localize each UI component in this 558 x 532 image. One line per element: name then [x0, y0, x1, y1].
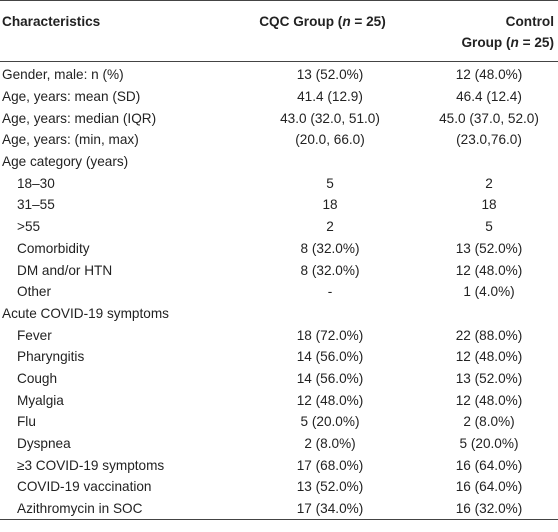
table-row: DM and/or HTN 8 (32.0%) 12 (48.0%) — [0, 259, 558, 281]
row-label: Age, years: (min, max) — [2, 132, 139, 148]
header-control-line1: Control — [505, 14, 554, 29]
control-value: 13 (52.0%) — [455, 370, 523, 386]
header-control-group: Control Group (n = 25) — [406, 0, 558, 62]
control-value — [406, 151, 558, 173]
table-row: Age, years: (min, max) (20.0, 66.0) (23.… — [0, 129, 558, 151]
header-cqc-group: CQC Group (n = 25) — [210, 0, 406, 62]
header-cqc-n: n — [342, 14, 351, 29]
row-label: 31–55 — [17, 197, 55, 213]
cqc-value: 2 — [326, 219, 334, 235]
row-label: Other — [17, 284, 51, 300]
row-label: Flu — [17, 414, 36, 430]
cqc-value: - — [327, 284, 333, 300]
control-value: 12 (48.0%) — [455, 349, 523, 365]
table-row: Dyspnea 2 (8.0%) 5 (20.0%) — [0, 433, 558, 455]
row-label: Age, years: median (IQR) — [2, 110, 157, 126]
control-value: 16 (32.0%) — [406, 497, 558, 521]
row-label: DM and/or HTN — [17, 262, 113, 278]
row-label: Comorbidity — [17, 240, 90, 256]
control-value: 12 (48.0%) — [455, 392, 523, 408]
row-label: Pharyngitis — [17, 349, 85, 365]
table-row: >55 2 5 — [0, 216, 558, 238]
control-value: 1 (4.0%) — [463, 284, 515, 300]
header-control-n: n — [510, 35, 519, 50]
control-value: 46.4 (12.4) — [456, 89, 522, 105]
table-row: Fever 18 (72.0%) 22 (88.0%) — [0, 324, 558, 346]
control-value: 45.0 (37.0, 52.0) — [439, 110, 539, 126]
table-row: Cough 14 (56.0%) 13 (52.0%) — [0, 368, 558, 390]
table-row: Acute COVID-19 symptoms — [0, 303, 558, 325]
row-label: Cough — [17, 370, 58, 386]
row-label: Fever — [17, 327, 52, 343]
characteristics-table: Characteristics CQC Group (n = 25) Contr… — [0, 0, 558, 521]
header-characteristics: Characteristics — [0, 0, 210, 62]
header-cqc-suffix: = 25) — [350, 14, 386, 29]
row-label: Acute COVID-19 symptoms — [2, 305, 169, 321]
control-value: 16 (64.0%) — [455, 457, 523, 473]
control-value: 2 — [485, 175, 493, 191]
table-header: Characteristics CQC Group (n = 25) Contr… — [0, 0, 558, 62]
row-label: Myalgia — [17, 392, 64, 408]
header-control-suffix: = 25) — [518, 35, 554, 50]
control-value: 16 (64.0%) — [455, 479, 523, 495]
row-label: Dyspnea — [17, 436, 71, 452]
control-value: 22 (88.0%) — [455, 327, 523, 343]
cqc-value: 5 — [326, 175, 334, 191]
header-cqc-prefix: CQC Group ( — [259, 14, 343, 29]
control-value: 5 (20.0%) — [459, 436, 519, 452]
cqc-value: 43.0 (32.0, 51.0) — [280, 110, 380, 126]
row-label: 18–30 — [17, 175, 55, 191]
table-row: Comorbidity 8 (32.0%) 13 (52.0%) — [0, 238, 558, 260]
cqc-value: 13 (52.0%) — [296, 479, 364, 495]
cqc-value: 8 (32.0%) — [300, 262, 360, 278]
cqc-value: 12 (48.0%) — [296, 392, 364, 408]
row-label: ≥3 COVID-19 symptoms — [17, 457, 165, 473]
table-row: Age, years: median (IQR) 43.0 (32.0, 51.… — [0, 107, 558, 129]
row-label: Age, years: mean (SD) — [2, 89, 141, 105]
cqc-value: 18 — [322, 197, 338, 213]
cqc-value: 17 (34.0%) — [210, 497, 406, 521]
row-label: COVID-19 vaccination — [17, 479, 152, 495]
control-value — [406, 303, 558, 325]
control-value: 2 (8.0%) — [463, 414, 515, 430]
cqc-value: 2 (8.0%) — [304, 436, 356, 452]
table-row: ≥3 COVID-19 symptoms 17 (68.0%) 16 (64.0… — [0, 454, 558, 476]
row-label: Age category (years) — [2, 154, 129, 170]
table-row: Gender, male: n (%) 13 (52.0%) 12 (48.0%… — [0, 62, 558, 86]
table-row: Age, years: mean (SD) 41.4 (12.9) 46.4 (… — [0, 86, 558, 108]
header-row: Characteristics CQC Group (n = 25) Contr… — [0, 0, 558, 62]
cqc-value: (20.0, 66.0) — [295, 132, 365, 148]
cqc-value: 8 (32.0%) — [300, 240, 360, 256]
control-value: 12 (48.0%) — [455, 262, 523, 278]
row-label: Gender, male: n (%) — [2, 67, 124, 83]
row-label: Azithromycin in SOC — [0, 497, 210, 521]
table-row: Age category (years) — [0, 151, 558, 173]
row-label: >55 — [17, 219, 41, 235]
header-control-prefix: Group ( — [461, 35, 511, 50]
control-value: 18 — [481, 197, 497, 213]
table-body: Gender, male: n (%) 13 (52.0%) 12 (48.0%… — [0, 62, 558, 521]
control-value: 13 (52.0%) — [455, 240, 523, 256]
table-row: 18–30 5 2 — [0, 172, 558, 194]
table-row: Azithromycin in SOC 17 (34.0%) 16 (32.0%… — [0, 497, 558, 521]
cqc-value: 41.4 (12.9) — [297, 89, 363, 105]
table-row: 31–55 18 18 — [0, 194, 558, 216]
table-row: COVID-19 vaccination 13 (52.0%) 16 (64.0… — [0, 476, 558, 498]
cqc-value: 14 (56.0%) — [296, 349, 364, 365]
control-value: (23.0,76.0) — [456, 132, 522, 148]
cqc-value — [210, 303, 406, 325]
cqc-value: 13 (52.0%) — [296, 67, 364, 83]
cqc-value — [210, 151, 406, 173]
cqc-value: 18 (72.0%) — [296, 327, 364, 343]
table-row: Myalgia 12 (48.0%) 12 (48.0%) — [0, 389, 558, 411]
cqc-value: 5 (20.0%) — [300, 414, 360, 430]
table-row: Flu 5 (20.0%) 2 (8.0%) — [0, 411, 558, 433]
table-row: Pharyngitis 14 (56.0%) 12 (48.0%) — [0, 346, 558, 368]
control-value: 5 — [485, 219, 493, 235]
cqc-value: 17 (68.0%) — [296, 457, 364, 473]
table-row: Other - 1 (4.0%) — [0, 281, 558, 303]
cqc-value: 14 (56.0%) — [296, 370, 364, 386]
control-value: 12 (48.0%) — [455, 67, 523, 83]
